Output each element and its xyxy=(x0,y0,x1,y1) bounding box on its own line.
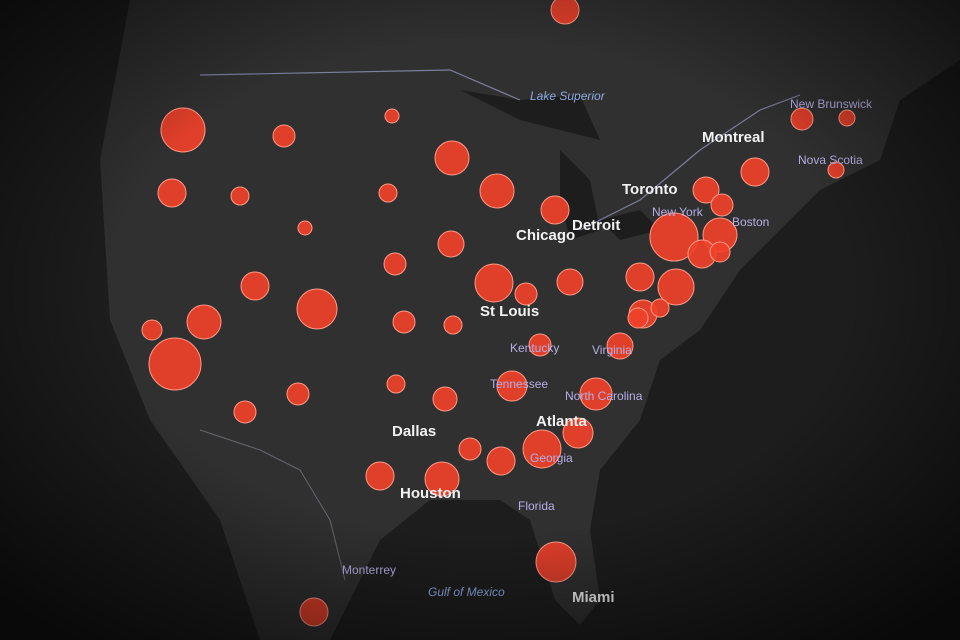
marker xyxy=(514,282,538,306)
marker xyxy=(437,230,465,258)
state-label: Tennessee xyxy=(490,377,548,391)
marker xyxy=(230,186,250,206)
state-label: New Brunswick xyxy=(790,97,873,111)
city-label: Dallas xyxy=(392,423,436,440)
marker xyxy=(432,386,458,412)
city-label: Atlanta xyxy=(536,413,587,430)
state-label: Boston xyxy=(732,215,769,229)
marker xyxy=(740,157,770,187)
marker xyxy=(838,109,856,127)
marker xyxy=(627,307,649,329)
marker xyxy=(550,0,580,25)
city-label: Monterrey xyxy=(342,563,396,577)
state-label: Nova Scotia xyxy=(798,153,863,167)
marker xyxy=(434,140,470,176)
water-label: Lake Superior xyxy=(530,89,606,103)
marker xyxy=(383,252,407,276)
marker xyxy=(556,268,584,296)
city-label: Houston xyxy=(400,485,461,502)
marker xyxy=(486,446,516,476)
marker xyxy=(286,382,310,406)
marker xyxy=(709,241,731,263)
state-label: Georgia xyxy=(530,451,573,465)
marker xyxy=(157,178,187,208)
marker xyxy=(386,374,406,394)
water-label: Gulf of Mexico xyxy=(428,585,505,599)
marker xyxy=(365,461,395,491)
state-label: Kentucky xyxy=(510,341,559,355)
marker xyxy=(384,108,400,124)
marker xyxy=(299,597,329,627)
marker xyxy=(148,337,202,391)
marker xyxy=(297,220,313,236)
city-label: Montreal xyxy=(702,129,765,146)
marker xyxy=(160,107,206,153)
marker xyxy=(625,262,655,292)
state-label: Virginia xyxy=(592,343,632,357)
marker xyxy=(535,541,577,583)
marker xyxy=(458,437,482,461)
city-label: Detroit xyxy=(572,217,620,234)
state-label: North Carolina xyxy=(565,389,643,403)
marker xyxy=(141,319,163,341)
marker xyxy=(240,271,270,301)
marker xyxy=(540,195,570,225)
city-label: Chicago xyxy=(516,227,575,244)
city-label: Miami xyxy=(572,589,615,606)
marker xyxy=(272,124,296,148)
state-label: Florida xyxy=(518,499,555,513)
marker xyxy=(392,310,416,334)
marker xyxy=(790,107,814,131)
marker xyxy=(296,288,338,330)
state-label: New York xyxy=(652,205,704,219)
marker xyxy=(474,263,514,303)
marker xyxy=(710,193,734,217)
marker xyxy=(378,183,398,203)
marker xyxy=(443,315,463,335)
marker xyxy=(479,173,515,209)
marker xyxy=(233,400,257,424)
city-label: St Louis xyxy=(480,303,539,320)
city-label: Toronto xyxy=(622,181,678,198)
marker xyxy=(186,304,222,340)
marker xyxy=(650,298,670,318)
